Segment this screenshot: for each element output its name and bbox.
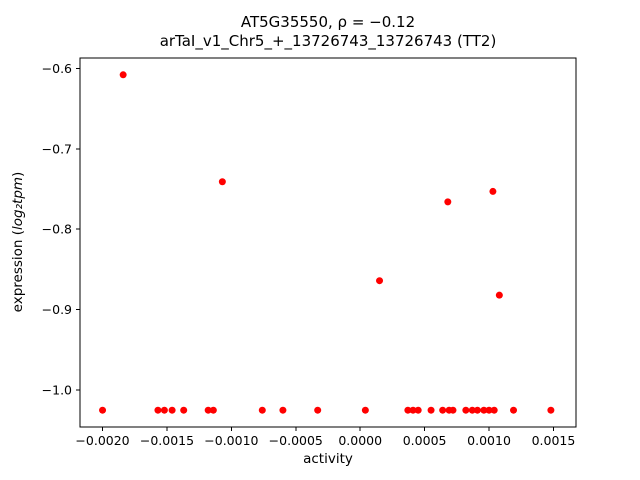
x-tick-label: 0.0000 <box>338 433 382 448</box>
data-point <box>473 406 481 414</box>
x-axis-label: activity <box>303 451 353 467</box>
y-axis-label: expression (log₂tpm) <box>10 172 26 313</box>
data-point <box>495 291 503 299</box>
data-point <box>180 406 188 414</box>
data-point <box>547 406 555 414</box>
data-point <box>160 406 168 414</box>
data-point <box>154 406 162 414</box>
data-point <box>279 406 287 414</box>
data-point <box>209 406 217 414</box>
x-tick-label: 0.0005 <box>403 433 447 448</box>
axes-frame <box>79 57 577 428</box>
data-point <box>414 406 422 414</box>
data-point <box>444 198 452 206</box>
data-point <box>462 406 470 414</box>
y-tick-label: −0.9 <box>42 302 72 317</box>
x-tick-label: −0.0005 <box>269 433 323 448</box>
data-point <box>409 406 417 414</box>
data-point <box>361 406 369 414</box>
data-point <box>510 406 518 414</box>
data-point <box>449 406 457 414</box>
data-point <box>480 406 488 414</box>
data-point <box>168 406 176 414</box>
data-point <box>376 277 384 285</box>
x-tick-label: 0.0015 <box>532 433 576 448</box>
data-point <box>204 406 212 414</box>
data-point <box>314 406 322 414</box>
data-point <box>218 178 226 186</box>
data-point <box>485 406 493 414</box>
data-point <box>404 406 412 414</box>
x-tick-label: −0.0015 <box>140 433 194 448</box>
y-tick-label: −0.6 <box>42 61 72 76</box>
data-point <box>490 406 498 414</box>
chart-title-line1: AT5G35550, ρ = −0.12 <box>241 13 415 31</box>
chart-title-line2: arTaI_v1_Chr5_+_13726743_13726743 (TT2) <box>160 32 497 51</box>
data-point <box>427 406 435 414</box>
y-tick-label: −1.0 <box>42 383 72 398</box>
data-point <box>258 406 266 414</box>
data-point <box>489 187 497 195</box>
data-point <box>119 71 127 79</box>
data-point <box>439 406 447 414</box>
y-tick-label: −0.8 <box>42 222 72 237</box>
data-point <box>468 406 476 414</box>
plot-area: −0.0020 −0.0015 −0.0010 −0.0005 0.0000 0.0005… <box>42 57 577 448</box>
x-tick-label: −0.0010 <box>204 433 258 448</box>
data-point <box>99 406 107 414</box>
x-tick-label: −0.0020 <box>75 433 129 448</box>
x-tick-label: 0.0010 <box>467 433 511 448</box>
y-tick-label: −0.7 <box>42 141 72 156</box>
